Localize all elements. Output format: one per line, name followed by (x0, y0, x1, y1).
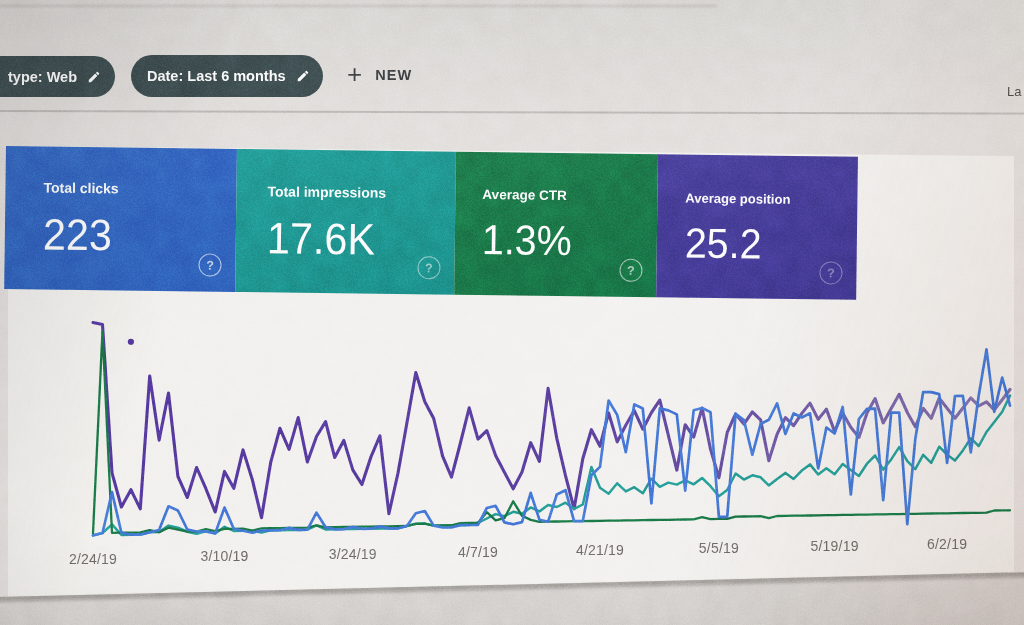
chart-line-clicks (93, 349, 1010, 535)
x-axis-label: 6/2/19 (927, 536, 967, 552)
chart-line-impressions (93, 323, 1010, 518)
x-axis-label: 4/7/19 (458, 544, 498, 560)
x-axis-label: 3/10/19 (200, 548, 248, 564)
chart-line-position (93, 331, 1010, 533)
x-axis-label: 4/21/19 (576, 542, 624, 558)
chart-outlier-point (128, 339, 134, 345)
x-axis-label: 3/24/19 (329, 546, 377, 562)
x-axis-label: 5/19/19 (811, 538, 859, 554)
x-axis-label: 2/24/19 (69, 551, 117, 567)
screen-photo: type: Web Date: Last 6 months + NEW La T… (0, 0, 1024, 625)
x-axis-label: 5/5/19 (699, 540, 739, 556)
performance-chart: 2/24/19 3/10/19 3/24/19 4/7/19 4/21/19 5/5/19… (0, 0, 1024, 625)
